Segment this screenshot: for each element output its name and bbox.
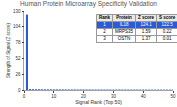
svg-text:30: 30: [111, 94, 117, 99]
html-text:3: 3: [103, 36, 106, 41]
svg-text:52: 52: [16, 56, 22, 61]
svg-text:Human Protein Microarray Speci: Human Protein Microarray Specificity Val…: [20, 0, 157, 8]
html-text:1: 1: [103, 22, 106, 27]
html-text:122.5: 122.5: [161, 22, 173, 27]
html-text:2: 2: [103, 29, 106, 34]
svg-text:Strength of Signal (Z score): Strength of Signal (Z score): [6, 22, 11, 78]
svg-text:26: 26: [16, 72, 22, 77]
svg-text:10: 10: [51, 94, 57, 99]
html-text:1.59: 1.59: [141, 29, 151, 34]
svg-text:Signal Rank (Top 50): Signal Rank (Top 50): [75, 99, 122, 105]
svg-text:20: 20: [81, 94, 87, 99]
html-text:0.01: 0.01: [162, 36, 172, 41]
svg-text:50: 50: [170, 94, 176, 99]
svg-text:40: 40: [141, 94, 147, 99]
html-text:Rank: Rank: [99, 15, 110, 20]
html-text:OSTN: OSTN: [117, 36, 131, 41]
svg-text:130: 130: [13, 9, 21, 14]
html-text:Protein: Protein: [116, 15, 132, 20]
svg-text:104: 104: [13, 24, 21, 29]
html-text:1.37: 1.37: [141, 36, 151, 41]
html-text:MRPS35: MRPS35: [115, 29, 133, 34]
html-text:124.1: 124.1: [140, 22, 152, 27]
html-text:IL18: IL18: [119, 22, 129, 27]
html-text:S score: S score: [159, 15, 176, 20]
svg-text:78: 78: [16, 40, 22, 45]
svg-text:0: 0: [23, 94, 26, 99]
html-text:0.22: 0.22: [162, 29, 172, 34]
html-text:Z score: Z score: [138, 15, 154, 20]
svg-text:0: 0: [18, 88, 21, 93]
